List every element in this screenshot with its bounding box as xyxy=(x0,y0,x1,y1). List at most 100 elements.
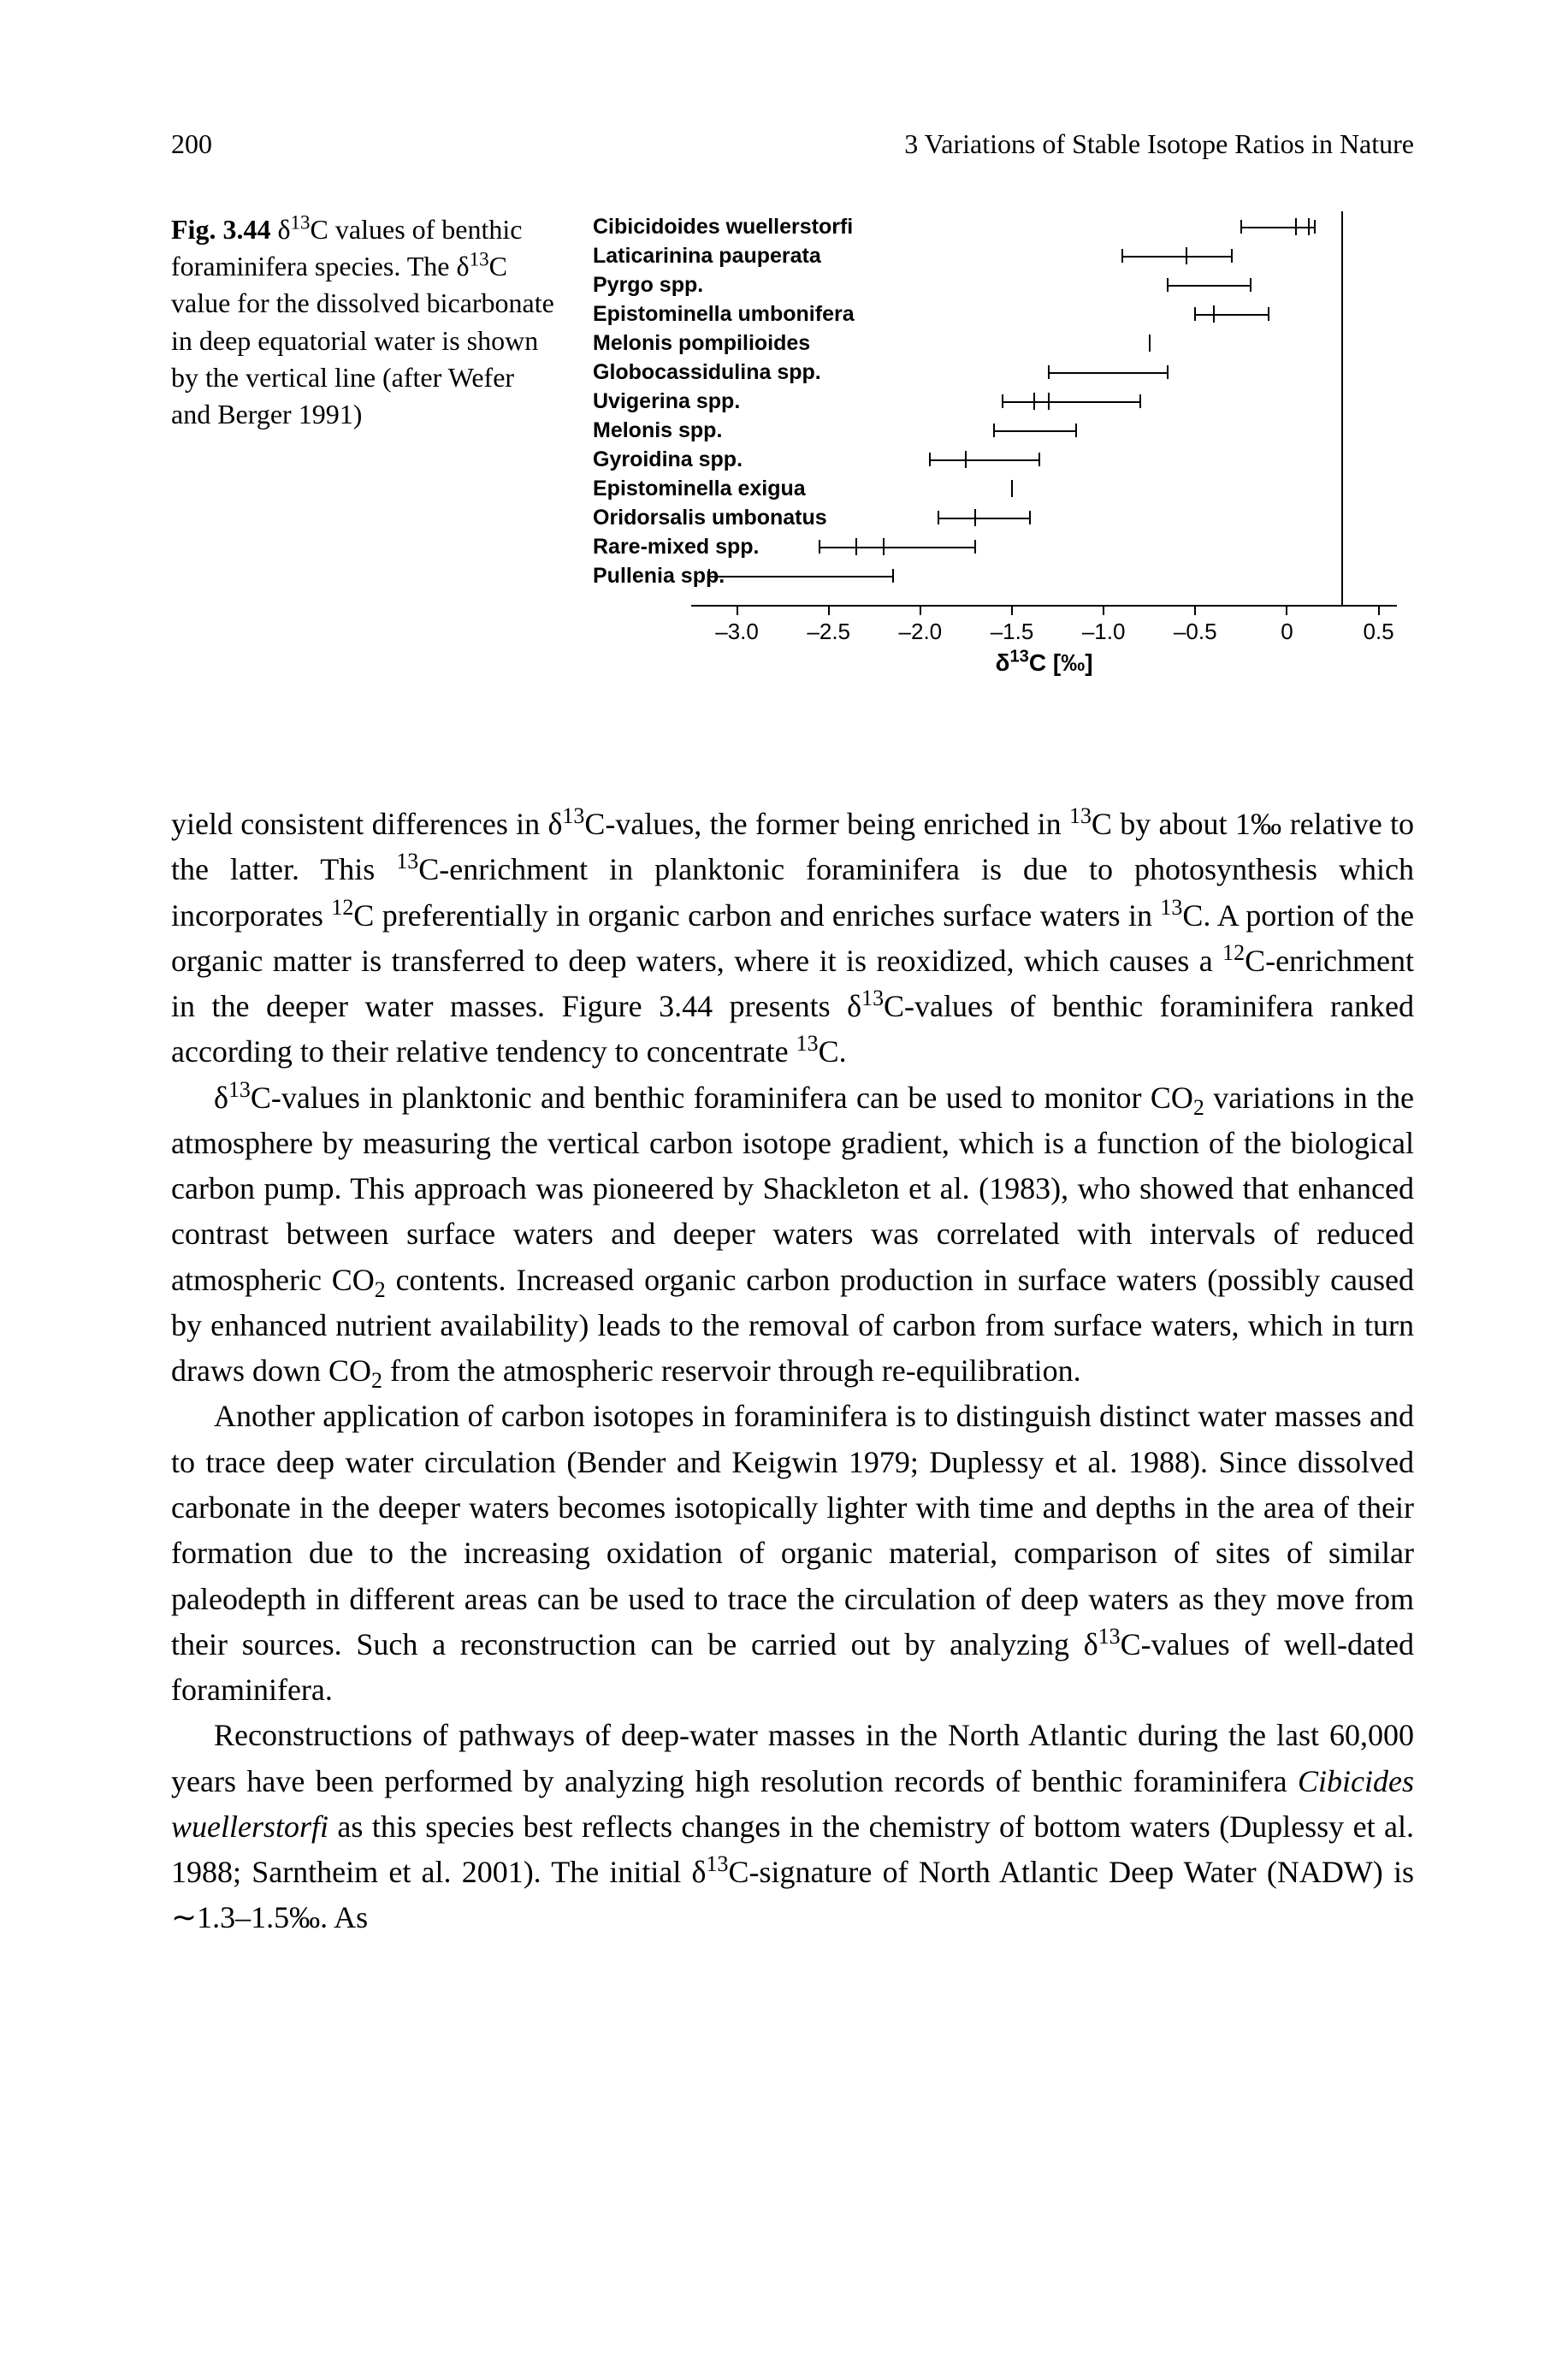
range-cap xyxy=(1121,249,1123,263)
series-row: Melonis pompilioides xyxy=(593,331,1414,360)
range-mark xyxy=(1213,305,1215,323)
running-title: 3 Variations of Stable Isotope Ratios in… xyxy=(904,128,1414,160)
range-cap xyxy=(892,569,894,583)
x-tick xyxy=(828,605,830,615)
paragraph-1: yield consistent differences in δ13C-val… xyxy=(171,802,1414,1075)
range-cap xyxy=(708,569,710,583)
range-bar xyxy=(709,576,892,577)
series-row: Pyrgo spp. xyxy=(593,273,1414,302)
range-bar xyxy=(1195,314,1269,316)
series-label: Globocassidulina spp. xyxy=(593,360,821,385)
series-row: Epistominella exigua xyxy=(593,477,1414,506)
x-tick-label: 0 xyxy=(1281,619,1293,645)
range-cap xyxy=(1240,220,1242,234)
range-bar xyxy=(1241,227,1315,228)
range-bar xyxy=(930,459,1040,461)
x-tick-label: –1.0 xyxy=(1082,619,1126,645)
page-number: 200 xyxy=(171,128,212,160)
body-text: yield consistent differences in δ13C-val… xyxy=(171,802,1414,1941)
range-cap xyxy=(1167,278,1169,292)
series-label: Uvigerina spp. xyxy=(593,389,740,414)
range-cap xyxy=(819,540,820,554)
figure-caption: Fig. 3.44 δ13C values of benthic foramin… xyxy=(171,211,559,690)
range-mark xyxy=(1308,218,1310,235)
range-cap xyxy=(1048,365,1050,379)
range-bar xyxy=(1003,401,1140,403)
x-tick-label: 0.5 xyxy=(1363,619,1393,645)
range-bar xyxy=(1122,256,1233,258)
range-cap xyxy=(1231,249,1233,263)
range-cap xyxy=(1194,307,1196,321)
x-tick xyxy=(920,605,921,615)
series-label: Gyroidina spp. xyxy=(593,447,743,472)
range-mark xyxy=(855,538,857,555)
range-mark xyxy=(974,509,976,526)
series-label: Melonis pompilioides xyxy=(593,331,810,356)
x-tick xyxy=(737,605,738,615)
series-row: Uvigerina spp. xyxy=(593,389,1414,418)
range-mark xyxy=(883,538,885,555)
series-label: Oridorsalis umbonatus xyxy=(593,506,827,530)
range-bar xyxy=(1168,285,1250,287)
x-tick xyxy=(1286,605,1287,615)
x-tick-label: –3.0 xyxy=(715,619,759,645)
range-cap xyxy=(1002,394,1003,408)
series-row: Rare-mixed spp. xyxy=(593,535,1414,564)
series-label: Epistominella exigua xyxy=(593,477,806,501)
range-cap xyxy=(1268,307,1269,321)
range-cap xyxy=(1029,511,1031,524)
range-mark xyxy=(1033,393,1035,410)
range-mark xyxy=(1149,335,1151,352)
x-tick-label: –0.5 xyxy=(1174,619,1217,645)
range-bar xyxy=(1049,372,1168,374)
range-cap xyxy=(993,423,995,437)
range-bar xyxy=(938,518,1030,519)
range-cap xyxy=(1139,394,1141,408)
series-row: Oridorsalis umbonatus xyxy=(593,506,1414,535)
range-cap xyxy=(929,453,931,466)
x-tick xyxy=(1378,605,1380,615)
figure-label: Fig. 3.44 xyxy=(171,214,270,245)
running-header: 200 3 Variations of Stable Isotope Ratio… xyxy=(171,128,1414,160)
series-row: Melonis spp. xyxy=(593,418,1414,447)
series-label: Cibicidoides wuellerstorfi xyxy=(593,215,853,240)
paragraph-2: δ13C-values in planktonic and benthic fo… xyxy=(171,1075,1414,1395)
range-mark xyxy=(1295,218,1297,235)
range-cap xyxy=(1314,220,1316,234)
series-row: Globocassidulina spp. xyxy=(593,360,1414,389)
paragraph-4: Reconstructions of pathways of deep-wate… xyxy=(171,1713,1414,1940)
series-label: Rare-mixed spp. xyxy=(593,535,760,560)
x-axis-title: δ13C [‰] xyxy=(995,649,1092,677)
series-row: Epistominella umbonifera xyxy=(593,302,1414,331)
range-mark xyxy=(1011,480,1013,497)
range-cap xyxy=(1167,365,1169,379)
series-label: Laticarinina pauperata xyxy=(593,244,821,269)
page: 200 3 Variations of Stable Isotope Ratio… xyxy=(0,0,1568,2375)
range-mark xyxy=(1186,247,1187,264)
chart-plot-area: Cibicidoides wuellerstorfi Laticarinina p… xyxy=(593,211,1414,690)
range-mark xyxy=(965,451,967,468)
range-cap xyxy=(938,511,939,524)
range-cap xyxy=(1075,423,1077,437)
series-label: Melonis spp. xyxy=(593,418,722,443)
x-tick xyxy=(1011,605,1013,615)
x-tick-label: –2.0 xyxy=(899,619,943,645)
series-label: Epistominella umbonifera xyxy=(593,302,855,327)
series-row: Gyroidina spp. xyxy=(593,447,1414,477)
chart: Cibicidoides wuellerstorfi Laticarinina p… xyxy=(593,211,1414,690)
figure-block: Fig. 3.44 δ13C values of benthic foramin… xyxy=(171,211,1414,690)
x-axis-line xyxy=(691,605,1397,607)
series-row: Laticarinina pauperata xyxy=(593,244,1414,273)
range-cap xyxy=(974,540,976,554)
x-tick-label: –2.5 xyxy=(807,619,850,645)
paragraph-3: Another application of carbon isotopes i… xyxy=(171,1394,1414,1713)
x-tick-label: –1.5 xyxy=(991,619,1034,645)
series-row: Cibicidoides wuellerstorfi xyxy=(593,215,1414,244)
x-tick xyxy=(1103,605,1104,615)
series-row: Pullenia spp. xyxy=(593,564,1414,593)
figure-caption-text: δ13C values of benthic foraminifera spec… xyxy=(171,214,554,429)
range-mark xyxy=(1048,393,1050,410)
range-bar xyxy=(820,547,975,548)
range-cap xyxy=(1038,453,1040,466)
range-bar xyxy=(994,430,1076,432)
